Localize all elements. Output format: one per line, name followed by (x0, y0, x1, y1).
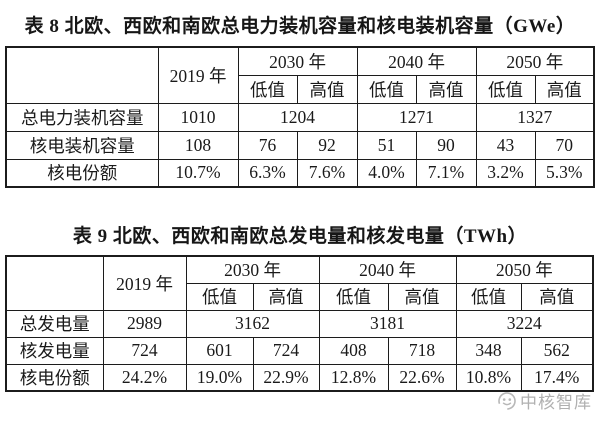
data-cell: 2989 (102, 309, 187, 338)
data-cell: 408 (318, 336, 389, 365)
row-label: 核电装机容量 (5, 130, 159, 160)
row-label: 核发电量 (5, 336, 104, 365)
data-cell: 724 (252, 336, 320, 365)
table8-header-2030: 2030 年 (237, 46, 358, 76)
data-cell: 5.3% (534, 158, 595, 188)
table9-header-row-years: 2019 年 2030 年 2040 年 2050 年 (5, 255, 594, 311)
table8-subheader: 低值 (475, 74, 536, 104)
table9-row-total-generation: 总发电量 2989 3162 3181 3224 (5, 309, 594, 338)
data-cell: 90 (415, 130, 477, 160)
table8-header-row-years: 2019 年 2030 年 2040 年 2050 年 (5, 46, 595, 104)
row-label: 总发电量 (5, 309, 104, 338)
table8-subheader: 高值 (534, 74, 595, 104)
table9-corner-cell (5, 255, 104, 311)
data-cell: 7.1% (415, 158, 477, 188)
data-cell: 108 (157, 130, 239, 160)
table8-header-row-lowhigh: 低值 高值 低值 高值 低值 高值 (6, 74, 595, 104)
table8-row-nuclear-capacity: 核电装机容量 108 76 92 51 90 43 70 (5, 130, 595, 160)
data-cell: 92 (296, 130, 358, 160)
table9-subheader: 低值 (318, 282, 389, 311)
data-cell: 348 (455, 336, 522, 365)
row-label: 总电力装机容量 (5, 102, 159, 132)
watermark-text: 中核智库 (520, 393, 592, 412)
data-cell-merged: 1327 (475, 102, 595, 132)
data-cell: 718 (387, 336, 457, 365)
data-cell: 7.6% (296, 158, 358, 188)
data-cell-merged: 3162 (185, 309, 320, 338)
table8-header-2019: 2019 年 (157, 46, 239, 104)
table8-row-total-capacity: 总电力装机容量 1010 1204 1271 1327 (5, 102, 595, 132)
data-cell: 43 (475, 130, 536, 160)
table9-header-2030: 2030 年 (185, 255, 320, 284)
table8-row-nuclear-share: 核电份额 10.7% 6.3% 7.6% 4.0% 7.1% 3.2% 5.3% (5, 158, 595, 188)
data-cell: 4.0% (356, 158, 417, 188)
data-cell: 70 (534, 130, 595, 160)
table9-row-nuclear-share: 核电份额 24.2% 19.0% 22.9% 12.8% 22.6% 10.8%… (5, 363, 594, 392)
data-cell: 12.8% (318, 363, 389, 392)
data-cell: 1010 (157, 102, 239, 132)
smiley-chat-logo-icon (497, 391, 517, 411)
table9-header-2019: 2019 年 (102, 255, 187, 311)
data-cell-merged: 1271 (356, 102, 477, 132)
data-cell: 22.9% (252, 363, 320, 392)
data-cell: 22.6% (387, 363, 457, 392)
row-label: 核电份额 (5, 158, 159, 188)
data-cell: 3.2% (475, 158, 536, 188)
table9-title: 表 9 北欧、西欧和南欧总发电量和核发电量（TWh） (72, 226, 528, 247)
data-cell-merged: 3224 (455, 309, 594, 338)
data-cell: 601 (185, 336, 254, 365)
data-cell: 51 (356, 130, 417, 160)
data-cell: 724 (102, 336, 187, 365)
table9-header-2050: 2050 年 (455, 255, 594, 284)
table8-header-2040: 2040 年 (356, 46, 477, 76)
data-cell-merged: 3181 (318, 309, 457, 338)
watermark: 中核智库 (497, 388, 592, 413)
data-cell: 10.8% (455, 363, 522, 392)
data-cell: 562 (520, 336, 594, 365)
table9-header-2040: 2040 年 (318, 255, 457, 284)
table8-subheader: 低值 (237, 74, 298, 104)
table8-capacity: 2019 年 2030 年 2040 年 2050 年 低值 高值 低值 高值 … (5, 46, 595, 188)
table9-generation: 2019 年 2030 年 2040 年 2050 年 低值 高值 低值 高值 … (5, 255, 594, 392)
table8-corner-cell (5, 46, 159, 104)
table9-subheader: 低值 (185, 282, 254, 311)
table9-subheader: 高值 (387, 282, 457, 311)
row-label: 核电份额 (5, 363, 104, 392)
table9-row-nuclear-generation: 核发电量 724 601 724 408 718 348 562 (5, 336, 594, 365)
data-cell: 76 (237, 130, 298, 160)
data-cell: 6.3% (237, 158, 298, 188)
table9-subheader: 高值 (252, 282, 320, 311)
table8-subheader: 高值 (415, 74, 477, 104)
table9-subheader: 高值 (520, 282, 594, 311)
table8-title: 表 8 北欧、西欧和南欧总电力装机容量和核电装机容量（GWe） (24, 16, 576, 37)
data-cell: 10.7% (157, 158, 239, 188)
data-cell: 24.2% (102, 363, 187, 392)
table9-header-row-lowhigh: 低值 高值 低值 高值 低值 高值 (6, 282, 594, 311)
table8-header-2050: 2050 年 (475, 46, 595, 76)
data-cell: 19.0% (185, 363, 254, 392)
table8-subheader: 低值 (356, 74, 417, 104)
table8-subheader: 高值 (296, 74, 358, 104)
table9-subheader: 低值 (455, 282, 522, 311)
data-cell-merged: 1204 (237, 102, 358, 132)
data-cell: 17.4% (520, 363, 594, 392)
